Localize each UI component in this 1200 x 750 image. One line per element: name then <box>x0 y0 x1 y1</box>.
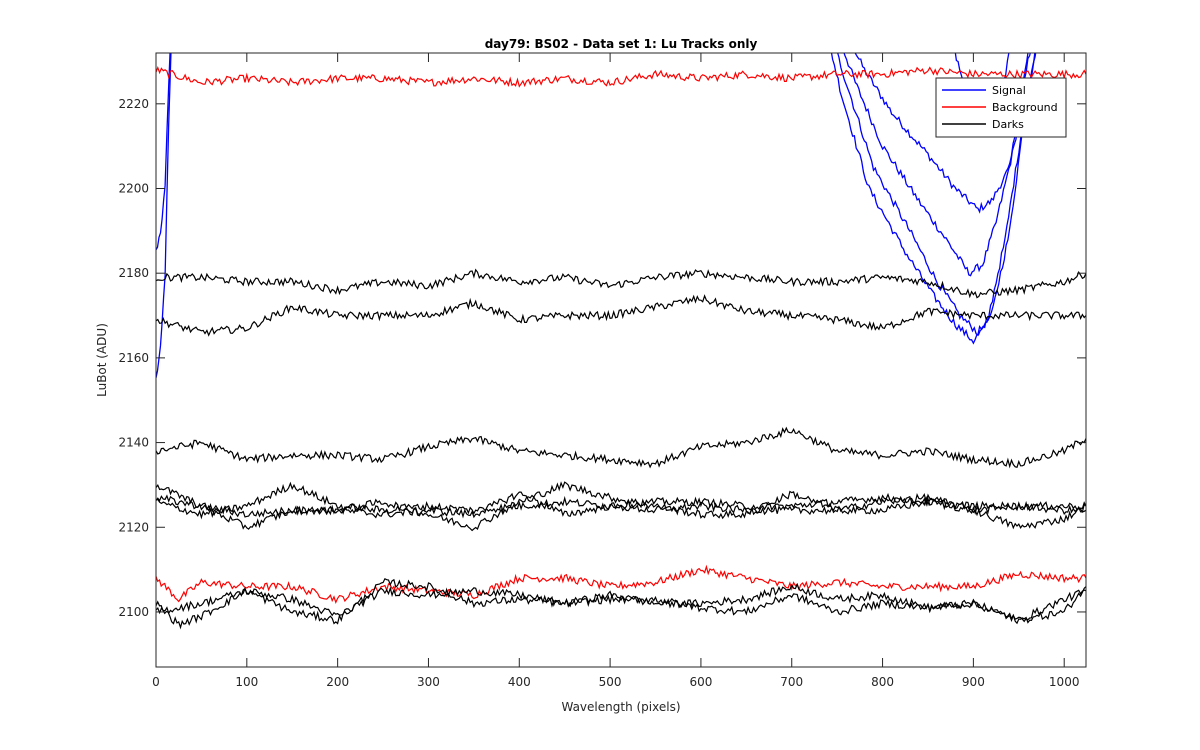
x-axis-label: Wavelength (pixels) <box>561 700 680 714</box>
x-tick-label: 800 <box>871 675 894 689</box>
chart-title: day79: BS02 - Data set 1: Lu Tracks only <box>485 37 758 51</box>
legend-label: Signal <box>992 84 1026 97</box>
series-line-background-7 <box>156 66 1086 88</box>
series-line-signal-4 <box>837 53 1036 337</box>
series-line-darks-13 <box>156 481 1086 520</box>
x-tick-label: 600 <box>689 675 712 689</box>
x-tick-label: 400 <box>508 675 531 689</box>
y-tick-label: 2180 <box>118 266 149 280</box>
plot-area <box>156 53 1086 667</box>
series-layer <box>156 53 1086 630</box>
y-tick-label: 2220 <box>118 97 149 111</box>
y-tick-label: 2100 <box>118 605 149 619</box>
y-axis-label: LuBot (ADU) <box>95 323 109 397</box>
x-tick-label: 700 <box>780 675 803 689</box>
y-tick-label: 2200 <box>118 182 149 196</box>
y-tick-label: 2140 <box>118 436 149 450</box>
y-tick-label: 2160 <box>118 351 149 365</box>
series-line-darks-11 <box>156 426 1086 469</box>
x-tick-label: 200 <box>326 675 349 689</box>
x-tick-label: 300 <box>417 675 440 689</box>
series-line-signal-5 <box>830 53 1037 345</box>
series-line-background-8 <box>156 564 1086 605</box>
series-line-signal-3 <box>843 53 1031 277</box>
legend-label: Darks <box>992 118 1024 131</box>
legend: Signal Background Darks <box>935 77 1067 138</box>
x-tick-label: 1000 <box>1049 675 1080 689</box>
tick-layer: 0 100 200 300 400 500 600 700 800 900 1000 2100 2120… <box>118 53 1086 689</box>
series-line-darks-9 <box>156 268 1086 299</box>
x-tick-label: 500 <box>599 675 622 689</box>
series-line-darks-10 <box>156 294 1086 337</box>
series-line-darks-14 <box>156 481 1086 532</box>
x-tick-label: 0 <box>152 675 160 689</box>
series-line-signal-1 <box>156 53 171 251</box>
legend-label: Background <box>992 101 1058 114</box>
plot-frame <box>155 52 1087 668</box>
x-tick-label: 900 <box>962 675 985 689</box>
series-line-signal-2 <box>854 53 1029 214</box>
x-tick-label: 100 <box>235 675 258 689</box>
series-line-darks-16 <box>156 582 1086 625</box>
y-tick-label: 2120 <box>118 520 149 534</box>
